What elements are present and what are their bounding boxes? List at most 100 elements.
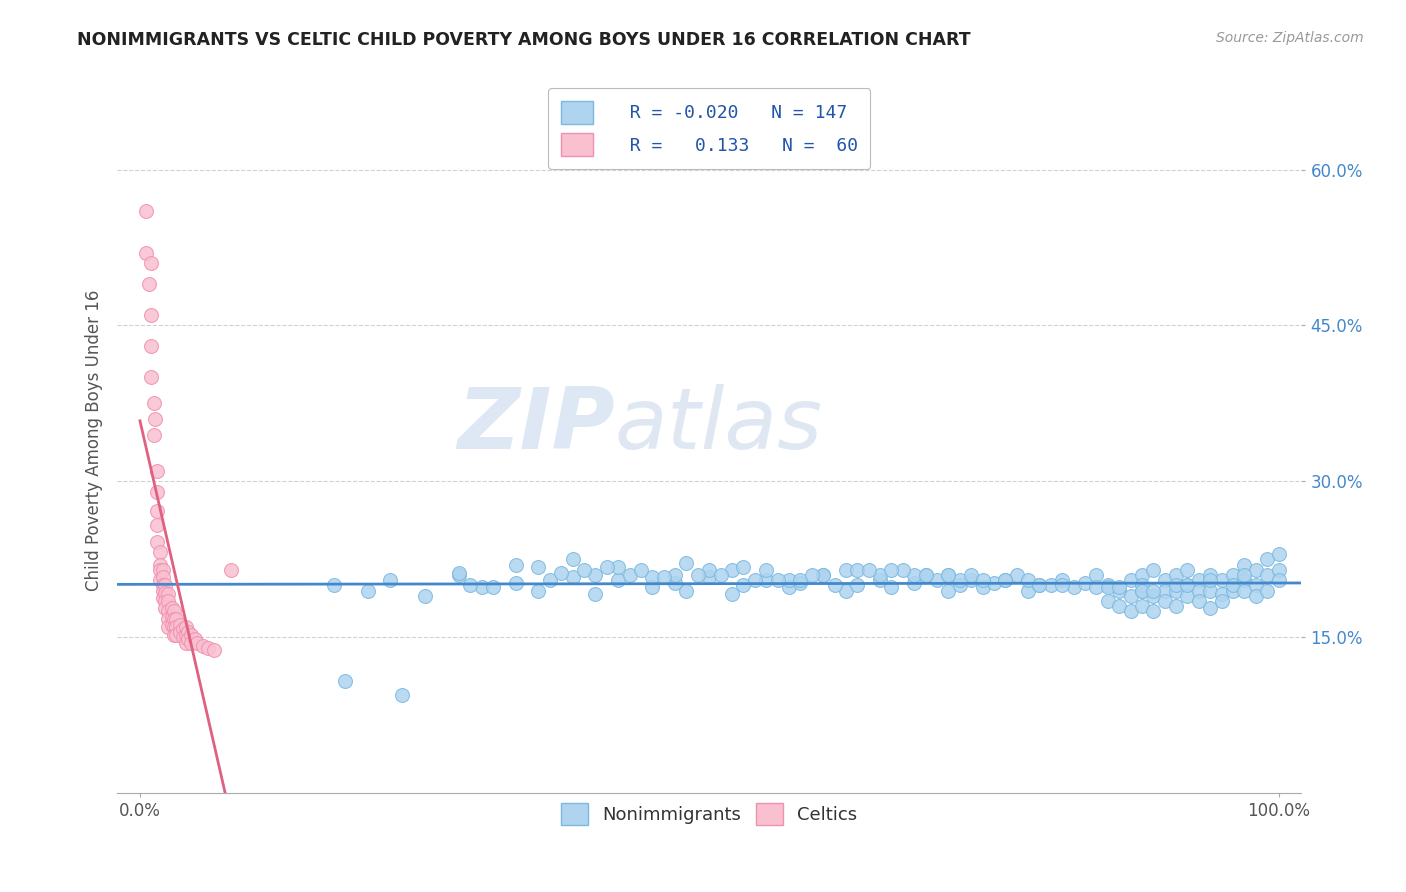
Point [1244,578,1267,592]
Point [607,573,630,587]
Point [1233,558,1256,572]
Point [1177,578,1199,592]
Point [141,370,163,384]
Point [470,581,492,595]
Point [1222,578,1244,592]
Point [766,573,789,587]
Point [152,591,174,605]
Point [157,620,180,634]
Point [572,563,595,577]
Point [135,204,157,219]
Point [755,563,778,577]
Point [458,578,481,592]
Point [1211,594,1233,608]
Point [641,570,664,584]
Point [152,563,174,577]
Point [1256,568,1278,582]
Point [596,559,619,574]
Point [1039,578,1062,592]
Point [733,578,755,592]
Point [903,576,925,591]
Point [1222,568,1244,582]
Point [1130,583,1153,598]
Point [1142,563,1164,577]
Point [172,622,194,636]
Point [1164,578,1187,592]
Point [1164,599,1187,614]
Point [153,594,176,608]
Point [142,396,165,410]
Point [811,568,834,582]
Point [869,568,891,582]
Point [1188,573,1211,587]
Point [1028,578,1050,592]
Point [664,568,686,582]
Point [1177,589,1199,603]
Point [165,612,187,626]
Point [174,635,197,649]
Point [413,589,436,603]
Point [163,628,186,642]
Point [505,558,527,572]
Point [505,576,527,591]
Point [447,566,470,580]
Point [180,628,202,642]
Point [949,578,972,592]
Point [983,576,1005,591]
Point [160,601,183,615]
Point [778,581,800,595]
Point [1052,578,1074,592]
Point [165,620,187,634]
Point [561,552,583,566]
Point [141,256,163,270]
Point [1005,568,1028,582]
Point [143,412,166,426]
Point [202,643,225,657]
Point [149,558,172,572]
Point [1142,604,1164,618]
Point [1233,583,1256,598]
Point [1017,573,1039,587]
Point [149,545,172,559]
Point [177,632,200,647]
Point [641,581,664,595]
Point [1153,583,1175,598]
Point [1177,578,1199,592]
Point [1256,552,1278,566]
Point [1211,587,1233,601]
Point [697,563,720,577]
Point [1108,599,1130,614]
Point [141,308,163,322]
Point [846,578,869,592]
Point [550,566,572,580]
Point [1199,601,1222,615]
Point [186,635,208,649]
Point [938,568,960,582]
Legend: Nonimmigrants, Celtics: Nonimmigrants, Celtics [553,794,866,834]
Point [527,559,550,574]
Point [1188,583,1211,598]
Point [1074,576,1097,591]
Point [142,427,165,442]
Point [152,570,174,584]
Point [1164,583,1187,598]
Point [721,587,744,601]
Point [1153,573,1175,587]
Point [800,568,823,582]
Point [1130,578,1153,592]
Point [391,688,413,702]
Point [1097,581,1119,595]
Point [710,568,733,582]
Point [146,534,169,549]
Point [1199,583,1222,598]
Point [914,568,936,582]
Point [1097,578,1119,592]
Point [1130,583,1153,598]
Point [157,594,180,608]
Point [1142,583,1164,598]
Point [675,556,697,570]
Point [219,563,242,577]
Point [744,573,766,587]
Point [778,573,800,587]
Point [1028,578,1050,592]
